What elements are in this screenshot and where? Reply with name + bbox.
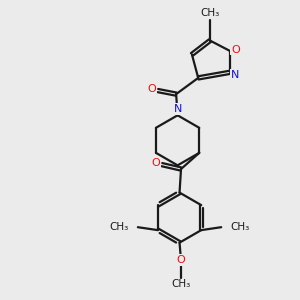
Text: O: O [152, 158, 160, 168]
Text: CH₃: CH₃ [200, 8, 220, 19]
Text: N: N [173, 104, 182, 114]
Text: O: O [148, 84, 156, 94]
Text: CH₃: CH₃ [171, 280, 190, 290]
Text: N: N [231, 70, 240, 80]
Text: O: O [177, 255, 185, 265]
Text: CH₃: CH₃ [230, 222, 249, 232]
Text: O: O [231, 45, 240, 55]
Text: CH₃: CH₃ [110, 222, 129, 232]
